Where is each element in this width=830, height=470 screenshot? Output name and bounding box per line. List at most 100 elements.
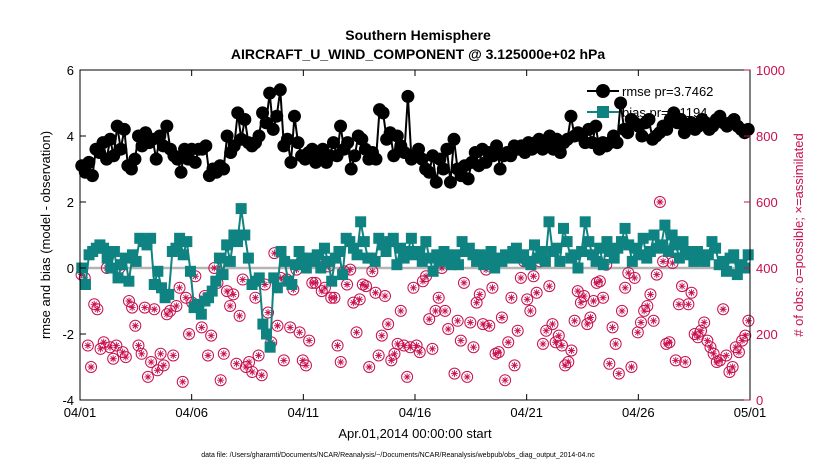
bias-point — [699, 255, 711, 267]
obs-count-marker — [739, 329, 752, 342]
bias-point — [235, 203, 247, 215]
bias-point — [706, 236, 718, 248]
bias-point — [608, 252, 620, 264]
bias-point — [471, 255, 483, 267]
bias-point — [373, 232, 385, 244]
obs-count-marker — [590, 276, 603, 289]
obs-count-marker — [122, 295, 135, 307]
obs-count-marker — [461, 370, 474, 383]
obs-count-marker — [612, 367, 625, 380]
obs-count-marker — [521, 293, 534, 306]
bias-point — [184, 265, 196, 277]
bias-point — [467, 249, 479, 261]
obs-count-marker — [328, 291, 341, 304]
bias-point — [333, 246, 345, 257]
rmse-point — [461, 172, 475, 186]
obs-count-marker — [476, 318, 489, 331]
bias-point — [355, 216, 367, 228]
rmse-point — [369, 152, 383, 166]
bias-point — [619, 222, 631, 234]
rmse-point — [82, 155, 96, 169]
rmse-point — [160, 119, 174, 133]
bias-point — [431, 249, 443, 261]
obs-count-marker — [448, 367, 461, 380]
obs-count-marker — [650, 268, 663, 281]
bias-point — [496, 255, 508, 267]
bias-point — [98, 242, 110, 254]
obs-count-marker — [701, 334, 714, 347]
bias-point — [666, 229, 678, 241]
bias-point — [311, 249, 323, 261]
obs-count-marker — [391, 337, 404, 350]
bias-point — [728, 249, 740, 261]
bias-point — [347, 242, 359, 254]
rmse-point — [401, 89, 415, 103]
bias-point — [242, 252, 254, 264]
bias-point — [481, 252, 493, 264]
obs-count-marker — [514, 271, 527, 284]
obs-count-marker — [505, 291, 518, 304]
obs-count-marker — [555, 339, 568, 352]
obs-count-marker — [536, 337, 549, 350]
obs-count-marker — [299, 359, 312, 372]
bias-point — [123, 275, 135, 287]
rmse-point — [376, 106, 390, 120]
bias-point — [731, 269, 743, 281]
bias-point — [210, 275, 222, 287]
bias-point — [127, 249, 139, 261]
bias-point — [402, 246, 414, 257]
bias-point — [297, 252, 309, 264]
rmse-point — [291, 136, 305, 150]
bias-point — [405, 232, 417, 244]
bias-point — [572, 262, 584, 274]
obs-count-marker — [685, 286, 698, 299]
bias-point — [702, 249, 714, 261]
obs-count-marker — [562, 356, 575, 369]
obs-count-marker — [660, 337, 673, 350]
obs-count-marker — [173, 281, 186, 294]
y-tick-label: -2 — [62, 327, 74, 342]
bias-point — [583, 236, 595, 248]
rmse-point — [422, 165, 436, 179]
bias-point — [456, 236, 468, 248]
x-tick-label: 05/01 — [734, 405, 767, 420]
obs-count-marker — [499, 374, 512, 387]
rmse-point — [344, 162, 358, 176]
bias-point — [145, 232, 157, 244]
rmse-point — [443, 175, 457, 189]
obs-count-marker — [195, 321, 208, 334]
chart-title-line2: AIRCRAFT_U_WIND_COMPONENT @ 3.125000e+02… — [231, 46, 605, 62]
obs-count-marker — [394, 304, 407, 317]
bias-point — [224, 255, 236, 267]
rmse-point — [238, 113, 252, 126]
series-group — [75, 83, 755, 353]
rmse-point — [440, 142, 454, 156]
obs-count-marker — [540, 324, 553, 337]
obs-count-marker — [688, 328, 701, 340]
obs-count-marker — [347, 296, 360, 309]
obs-count-marker — [467, 341, 480, 354]
obs-count-marker — [669, 354, 682, 367]
bias-point — [369, 255, 381, 267]
obs-count-marker — [91, 303, 104, 316]
x-tick-label: 04/11 — [288, 405, 320, 420]
bias-point — [141, 239, 153, 251]
obs-count-marker — [217, 347, 230, 360]
obs-count-marker — [145, 356, 158, 369]
right-y-tick-label: 200 — [756, 327, 778, 342]
obs-count-marker — [315, 285, 328, 298]
rmse-point — [188, 155, 202, 169]
obs-count-marker — [385, 354, 398, 367]
rmse-point — [493, 162, 507, 176]
obs-count-marker — [470, 296, 483, 309]
bias-point — [684, 249, 696, 261]
bias-point — [463, 242, 475, 254]
bias-point — [268, 272, 280, 284]
obs-count-marker — [309, 276, 322, 289]
obs-count-marker — [508, 359, 521, 372]
obs-count-marker — [255, 369, 268, 382]
obs-count-marker — [707, 347, 720, 360]
obs-count-marker — [413, 346, 426, 359]
bias-point — [203, 292, 215, 304]
bias-point — [413, 246, 425, 257]
